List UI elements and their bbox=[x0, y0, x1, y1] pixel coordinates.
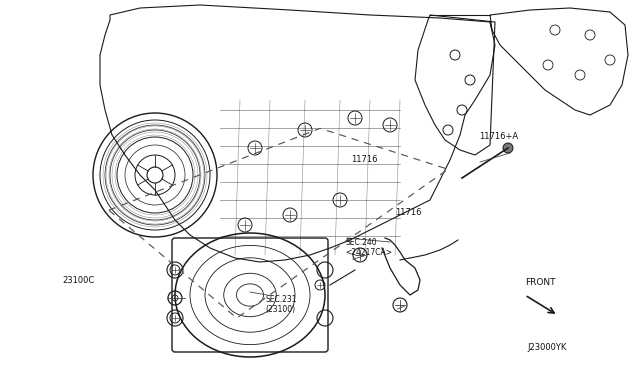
Text: 11716+A: 11716+A bbox=[479, 132, 518, 141]
Text: FRONT: FRONT bbox=[525, 278, 556, 287]
Text: 23100C: 23100C bbox=[63, 276, 95, 285]
Circle shape bbox=[503, 143, 513, 153]
Text: 11716: 11716 bbox=[351, 155, 377, 164]
Text: SEC.231
(23100): SEC.231 (23100) bbox=[266, 295, 297, 314]
Text: J23000YK: J23000YK bbox=[527, 343, 567, 352]
Text: 11716: 11716 bbox=[395, 208, 421, 217]
Text: SEC.240
<24217CA>: SEC.240 <24217CA> bbox=[346, 238, 392, 257]
